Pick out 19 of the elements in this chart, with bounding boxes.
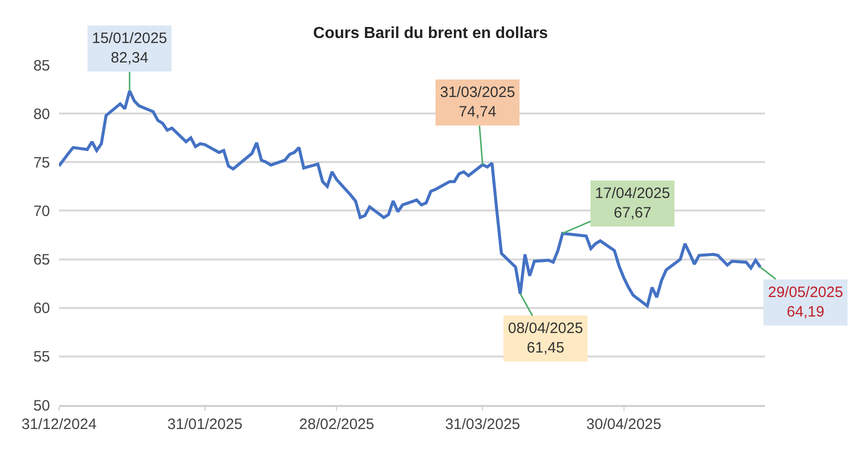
annotation: 17/04/2025 67,67 [595, 185, 670, 222]
x-tick-label: 30/04/2025 [586, 416, 662, 433]
x-tick-label: 31/03/2025 [445, 416, 520, 433]
chart-title: Cours Baril du brent en dollars [313, 25, 548, 42]
annotation: 31/03/2025 74,74 [440, 84, 516, 120]
annotation: 29/05/2025 64,19 [768, 284, 844, 320]
y-tick-label: 50 [33, 397, 50, 414]
y-tick-label: 60 [33, 300, 50, 318]
y-tick-label: 55 [33, 348, 50, 366]
x-tick-label: 31/12/2024 [21, 416, 97, 433]
y-tick-label: 85 [33, 57, 50, 74]
annotation: 08/04/2025 61,45 [508, 320, 584, 356]
y-tick-label: 80 [33, 106, 50, 123]
annotation: 15/01/2025 82,34 [92, 30, 168, 66]
y-tick-label: 65 [33, 252, 50, 269]
x-tick-label: 28/02/2025 [299, 416, 374, 433]
x-tick-label: 31/01/2025 [167, 416, 242, 433]
y-tick-label: 70 [33, 202, 50, 220]
y-tick-label: 75 [33, 154, 50, 172]
